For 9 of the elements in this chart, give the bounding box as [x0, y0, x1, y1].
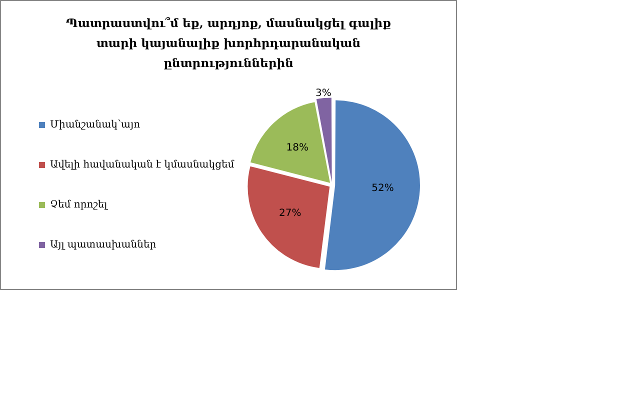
chart-title: Պատրաստվու՞մ եք, արդյոք, մասնակցել գալիք տարի կայանալիք խորհրդարանական ընտրություններին — [64, 15, 392, 72]
legend-label: Այլ պատասխաններ — [50, 240, 157, 251]
data-label: 18% — [286, 142, 308, 154]
legend-label: Չեմ որոշել — [50, 200, 108, 211]
legend-label: Ավելի հավանական է կմասնակցեմ — [50, 160, 235, 171]
data-label: 52% — [372, 182, 394, 194]
legend-label: Միանշանակ՝այո — [50, 120, 141, 131]
data-label: 3% — [316, 88, 332, 100]
data-label: 27% — [279, 208, 302, 220]
